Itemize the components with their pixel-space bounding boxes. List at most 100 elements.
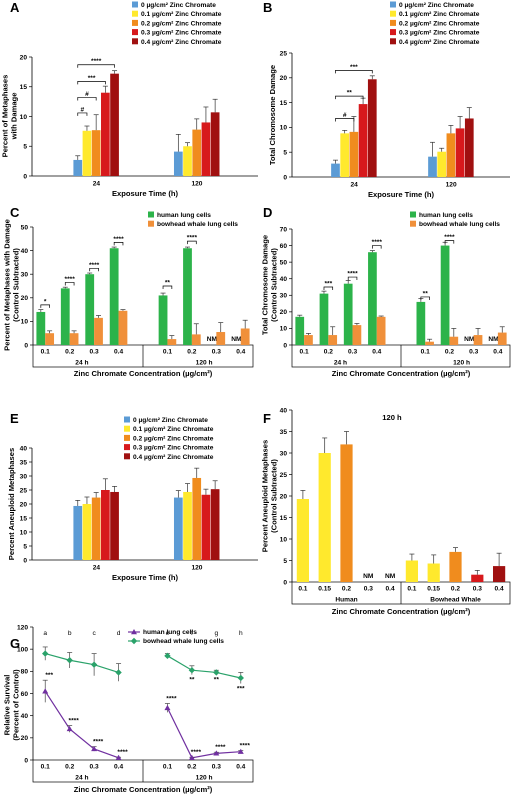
panel-F-y-tick-label: 40 [280,407,288,414]
panel-A-legend-swatch [132,38,138,45]
panel-G-group-letter: g [214,630,218,637]
panel-F-y-tick-label: 25 [280,472,288,479]
panel-D-bar-whale [304,335,313,345]
panel-B-bar [437,151,447,177]
panel-F-na-label: NM [363,573,374,580]
panel-D-y-tick-label: 0 [283,342,287,349]
panel-G-y-axis-label: (Percent of Control) [12,669,21,741]
panel-G-sig-label: **** [191,749,202,756]
panel-B-legend-item: 0.4 µg/cm² Zinc Chromate [399,39,480,46]
panel-A-bar [183,146,192,176]
panel-E-y-tick-label: 30 [20,473,28,480]
panel-D-x-tick-label: 0.2 [324,349,333,356]
panel-D-sig-label: **** [372,239,383,246]
panel-E-label: E [10,411,19,426]
panel-E-bar [192,477,202,560]
panel-D-legend-swatch [410,211,416,218]
panel-C-y-tick-label: 50 [21,224,29,231]
panel-A-bar [192,129,202,176]
panel-F-y-axis-label: Percent Aneuploid Metaphases [261,440,270,552]
panel-G-marker-human [115,754,122,760]
panel-E-bar [173,497,183,560]
panel-C-x-tick-label: 0.3 [90,349,99,356]
panel-A-y-axis-label: Percent of Metaphases [1,75,10,158]
panel-D-sig-bracket [372,245,382,249]
panel-F-bar [449,551,462,582]
panel-A-label: A [10,0,20,15]
panel-C-x-tick-label: 0.3 [212,349,221,356]
panel-A-bar [82,130,92,176]
panel-B-legend-swatch [390,38,396,45]
panel-G-marker-whale [164,652,171,660]
panel-G-marker-whale [42,650,49,657]
panel-G-sig-label: **** [240,743,251,750]
panel-G-y-tick-label: 100 [17,646,28,653]
panel-D-y-axis-label: Total Chromosome Damage [261,235,270,335]
panel-F-bar [492,566,506,582]
panel-G-y-tick-label: 20 [21,735,29,742]
panel-E-legend-item: 0.1 µg/cm² Zinc Chromate [133,426,214,433]
panel-G-marker-whale [237,674,244,682]
panel-F-y-axis-label: (Control Subtracted) [270,459,279,533]
panel-F-group-label: Bowhead Whale [430,597,481,604]
panel-C-bar-whale [94,317,103,345]
panel-D-x-tick-label: 0.1 [421,349,430,356]
panel-G-series-line [166,707,241,759]
panel-G-y-tick-label: 0 [24,757,28,764]
panel-C-bar-human [109,248,119,345]
panel-G-x-tick-label: 0.4 [114,764,123,771]
panel-B-y-axis-label: Total Chromosome Damage [268,65,277,165]
panel-C-sig-bracket [89,267,99,272]
panel-C-bar-whale [118,310,128,345]
panel-D-sig-bracket [420,296,430,300]
panel-A-legend-item: 0.1 µg/cm² Zinc Chromate [141,11,222,18]
panel-A-legend-item: 0.3 µg/cm² Zinc Chromate [141,30,222,37]
panel-F-y-tick-label: 20 [280,493,288,500]
panel-C-bar-human [85,274,95,345]
panel-G-x-tick-label: 0.3 [212,764,221,771]
panel-B-bar [446,133,456,177]
panel-G-series-line [167,655,241,679]
panel-B-bar [464,118,474,177]
panel-C-group-label: 24 h [75,360,88,367]
panel-E-bar [91,497,101,560]
panel-G-sig-label: **** [166,695,177,702]
panel-B-sig-bracket [335,118,355,122]
panel-C-sig-label: **** [89,262,100,269]
panel-G-sig-label: *** [45,672,53,679]
panel-C-bar-whale [240,328,250,345]
panel-D-legend-swatch [410,220,416,227]
panel-G-marker-human [42,688,49,694]
panel-E-x-axis-label: Exposure Time (h) [112,573,179,582]
panel-C-na-label: NM [231,336,242,343]
panel-B-bar [331,163,340,177]
panel-D-bar-human [440,245,450,345]
panel-B-sig-label: ** [347,90,353,97]
panel-C-na-label: NM [207,336,218,343]
panel-C-sig-label: * [44,298,47,305]
panel-C-group-label: 120 h [196,360,213,367]
panel-C-y-tick-label: 0 [24,342,28,349]
panel-A-legend-swatch [132,1,138,8]
panel-G-x-tick-label: 0.2 [65,764,74,771]
panel-A-bar [91,130,101,176]
panel-C-legend-item: bowhead whale lung cells [157,221,238,228]
panel-C-y-tick-label: 10 [21,319,29,326]
panel-E-y-tick-label: 35 [20,459,28,466]
panel-C-sig-bracket [162,285,173,289]
panel-C-bar-human [183,248,192,345]
panel-C-legend-swatch [148,211,154,218]
panel-E-y-tick-label: 20 [20,501,28,508]
panel-G-sig-label: **** [215,744,226,751]
panel-E-y-tick-label: 5 [23,543,27,550]
panel-B-bar [367,79,377,177]
panel-A-sig-bracket [77,112,88,116]
panel-A-bar [101,92,110,176]
panel-F-x-tick-label: 0.1 [298,586,307,593]
panel-E-y-tick-label: 0 [23,557,27,564]
panel-A-legend-swatch [132,10,138,17]
panel-B-x-tick-label: 24 [350,182,358,189]
panel-D-x-tick-label: 0.2 [445,349,454,356]
panel-A-y-tick-label: 20 [20,54,28,61]
panel-F-y-tick-label: 0 [283,579,287,586]
